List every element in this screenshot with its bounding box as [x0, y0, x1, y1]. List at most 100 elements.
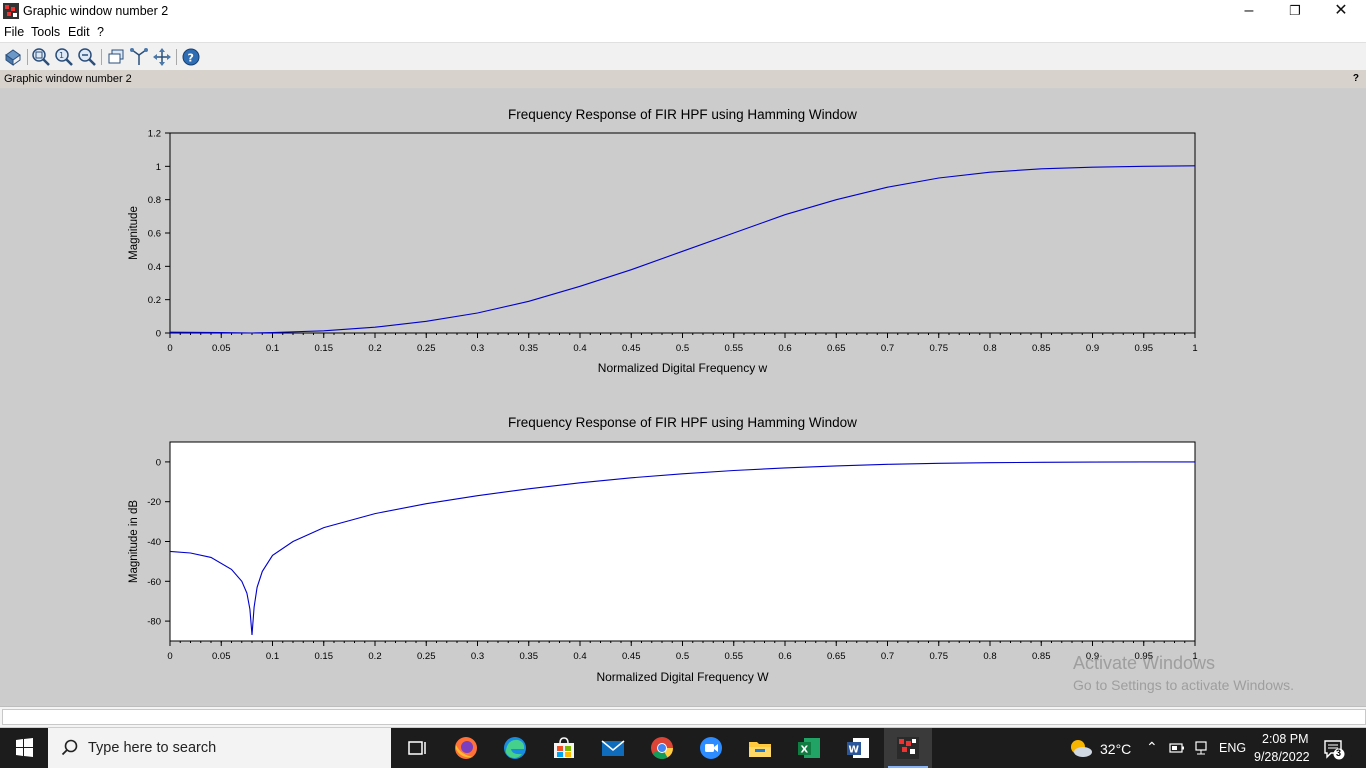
notification-icon[interactable] — [1323, 738, 1345, 760]
chrome-icon[interactable] — [649, 735, 675, 761]
x-tick-label: 0.95 — [1135, 343, 1154, 354]
task-view-icon[interactable] — [404, 735, 430, 761]
weather-temp[interactable]: 32°C — [1100, 741, 1132, 757]
x-tick-label: 0.3 — [471, 343, 484, 354]
tray-chevron-up-icon[interactable]: ⌃ — [1146, 739, 1158, 755]
plot-title-1: Frequency Response of FIR HPF using Hamm… — [508, 107, 857, 122]
search-icon — [61, 739, 78, 756]
taskbar: Type here to search X W 32°C ⌃ — [0, 728, 1366, 768]
window-title: Graphic window number 2 — [23, 4, 169, 18]
title-bar: Graphic window number 2 – ❐ ✕ — [0, 0, 1366, 22]
menu-bar: File Tools Edit ? — [0, 22, 1366, 42]
clock-time[interactable]: 2:08 PM — [1262, 732, 1309, 746]
zoom-out-icon[interactable] — [77, 47, 97, 67]
x-tick-label: 0.1 — [266, 343, 279, 354]
x-tick-label: 0.6 — [778, 651, 791, 662]
y-tick-label: 0.4 — [148, 262, 161, 273]
x-tick-label: 0.2 — [368, 343, 381, 354]
close-button[interactable]: ✕ — [1334, 2, 1348, 19]
taskbar-search-box[interactable]: Type here to search — [48, 728, 391, 768]
y-tick-label: 0 — [156, 329, 161, 340]
x-tick-label: 0 — [167, 651, 172, 662]
svg-text:?: ? — [188, 52, 194, 65]
activation-watermark-title: Activate Windows — [1073, 653, 1216, 673]
x-tick-label: 0.35 — [520, 651, 539, 662]
svg-text:W: W — [849, 745, 860, 756]
x-tick-label: 0.05 — [212, 343, 231, 354]
x-tick-label: 0.75 — [930, 343, 949, 354]
excel-icon[interactable]: X — [796, 735, 822, 761]
svg-text:X: X — [801, 745, 809, 756]
x-tick-label: 0 — [167, 343, 172, 354]
x-tick-label: 1 — [1192, 651, 1197, 662]
y-tick-label: -80 — [147, 617, 161, 628]
network-icon[interactable] — [1193, 740, 1209, 756]
weather-icon[interactable] — [1068, 737, 1094, 759]
word-icon[interactable]: W — [845, 735, 871, 761]
x-tick-label: 0.95 — [1135, 651, 1154, 662]
menu-edit[interactable]: Edit — [68, 25, 90, 39]
zoom-app-icon[interactable] — [698, 735, 724, 761]
y-tick-label: 0.6 — [148, 229, 161, 240]
x-tick-label: 0.85 — [1032, 343, 1051, 354]
plot-title-2: Frequency Response of FIR HPF using Hamm… — [508, 415, 857, 430]
x-tick-label: 0.7 — [881, 651, 894, 662]
x-tick-label: 0.25 — [417, 343, 436, 354]
pan-icon[interactable] — [152, 47, 172, 67]
restore-button[interactable]: ❐ — [1289, 3, 1301, 18]
windows-start-icon[interactable] — [0, 728, 48, 768]
x-tick-label: 0.8 — [983, 343, 996, 354]
x-tick-label: 0.35 — [520, 343, 539, 354]
x-tick-label: 0.55 — [725, 651, 744, 662]
y-tick-label: -20 — [147, 497, 161, 508]
mail-icon[interactable] — [600, 735, 626, 761]
x-tick-label: 0.4 — [573, 343, 586, 354]
store-icon[interactable] — [551, 735, 577, 761]
x-tick-label: 0.3 — [471, 651, 484, 662]
x-tick-label: 0.85 — [1032, 651, 1051, 662]
scilab-taskbar-icon[interactable] — [895, 735, 921, 761]
x-tick-label: 0.15 — [315, 343, 334, 354]
x-axis-label-2: Normalized Digital Frequency W — [596, 670, 769, 684]
x-tick-label: 0.65 — [827, 343, 846, 354]
y-axis-label-1: Magnitude — [128, 206, 140, 260]
x-tick-label: 0.9 — [1086, 651, 1099, 662]
y-axis-label-2: Magnitude in dB — [128, 500, 140, 583]
search-placeholder: Type here to search — [88, 740, 217, 756]
edge-icon[interactable] — [502, 735, 528, 761]
clock-date[interactable]: 9/28/2022 — [1254, 750, 1310, 764]
x-tick-label: 0.15 — [315, 651, 334, 662]
figure-help-mark[interactable]: ? — [1352, 73, 1359, 84]
menu-help[interactable]: ? — [97, 25, 104, 39]
figure-label: Graphic window number 2 — [4, 73, 132, 85]
new-window-icon[interactable] — [106, 47, 126, 67]
x-tick-label: 0.45 — [622, 651, 641, 662]
rotate-icon[interactable] — [3, 47, 23, 67]
firefox-icon[interactable] — [453, 735, 479, 761]
zoom-area-icon[interactable] — [31, 47, 51, 67]
datatip-icon[interactable] — [129, 47, 149, 67]
x-tick-label: 0.1 — [266, 651, 279, 662]
status-field — [2, 709, 1366, 725]
plot-area-1 — [169, 132, 1196, 334]
menu-tools[interactable]: Tools — [31, 25, 61, 39]
status-bar — [0, 706, 1366, 727]
battery-icon[interactable] — [1169, 742, 1185, 754]
y-tick-label: -40 — [147, 537, 161, 548]
file-explorer-icon[interactable] — [747, 735, 773, 761]
menu-file[interactable]: File — [4, 25, 25, 39]
x-tick-label: 0.9 — [1086, 343, 1099, 354]
x-tick-label: 1 — [1192, 343, 1197, 354]
series-line-2 — [169, 461, 1195, 636]
x-tick-label: 0.5 — [676, 343, 689, 354]
y-tick-label: 0.8 — [148, 195, 161, 206]
language-indicator[interactable]: ENG — [1219, 741, 1247, 755]
minimize-button[interactable]: – — [1244, 2, 1254, 19]
x-tick-label: 0.6 — [778, 343, 791, 354]
zoom-in-icon[interactable]: 1 — [54, 47, 74, 67]
x-tick-label: 0.2 — [368, 651, 381, 662]
figure-label-bar: Graphic window number 2 ? — [0, 70, 1366, 88]
plot-area-2 — [169, 441, 1196, 642]
plots-svg: Frequency Response of FIR HPF using Hamm… — [128, 107, 1198, 684]
help-icon[interactable]: ? — [181, 47, 201, 67]
